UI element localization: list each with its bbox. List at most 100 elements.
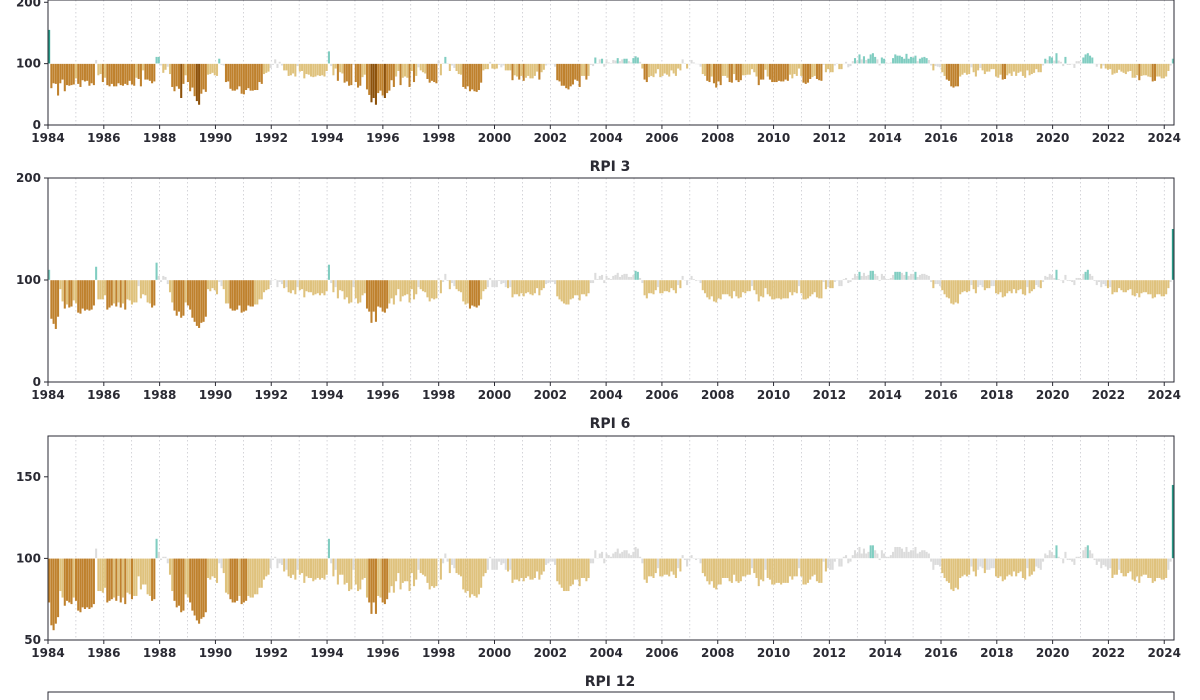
bar (688, 63, 691, 65)
bar (1071, 280, 1074, 283)
bar (135, 63, 138, 78)
bar (334, 558, 337, 570)
bar (932, 280, 935, 289)
bar (265, 63, 268, 73)
bar (659, 558, 662, 577)
bar (556, 558, 559, 582)
bar (1131, 63, 1134, 78)
x-tick-label: 2018 (980, 131, 1013, 145)
bar (703, 558, 707, 577)
bar (708, 63, 711, 83)
bar (421, 280, 424, 292)
bar (48, 29, 51, 64)
bar (802, 280, 805, 300)
bar (399, 63, 402, 86)
bar (894, 546, 897, 559)
bar (719, 63, 722, 86)
x-tick-label: 1996 (366, 646, 399, 660)
bar (312, 63, 315, 78)
bar (475, 280, 478, 308)
bar (314, 63, 317, 77)
bar (518, 63, 521, 80)
bar (137, 558, 140, 577)
bar (927, 553, 930, 559)
bar (502, 280, 505, 284)
bar (415, 280, 418, 295)
bar (477, 280, 480, 306)
bar (412, 558, 416, 587)
bar (126, 558, 129, 593)
bar (907, 275, 910, 280)
bar (227, 63, 230, 82)
bar (932, 558, 935, 570)
bar (175, 558, 178, 608)
bar (1104, 558, 1107, 567)
bar (730, 280, 733, 299)
bar (321, 558, 324, 578)
bar (968, 63, 971, 75)
bar (580, 280, 583, 295)
bar (912, 273, 915, 280)
bar (236, 558, 239, 601)
x-tick-label: 2004 (589, 131, 622, 145)
y-tick-label: 50 (24, 633, 41, 647)
bar (871, 53, 874, 64)
bar (1021, 280, 1024, 295)
bar (921, 57, 924, 64)
bar (1037, 558, 1040, 569)
bar (1033, 558, 1036, 572)
bar (343, 63, 346, 83)
bar (137, 63, 140, 79)
bar (348, 280, 351, 304)
bar (1071, 63, 1074, 65)
bar (401, 558, 404, 583)
bar (580, 63, 583, 76)
bar (641, 280, 644, 284)
bar (757, 558, 760, 587)
bar (202, 280, 205, 322)
bar (368, 558, 371, 603)
x-tick-label: 2024 (1148, 131, 1181, 145)
bar (193, 558, 196, 616)
bar (1053, 60, 1056, 64)
bar (68, 63, 71, 86)
bar (61, 280, 64, 302)
bar (614, 274, 617, 280)
bar (90, 280, 93, 310)
bar (83, 558, 86, 609)
bar (99, 280, 102, 300)
bar (524, 280, 527, 294)
bar (332, 280, 335, 293)
bar (446, 63, 449, 64)
bar (343, 280, 346, 300)
bar (245, 63, 248, 91)
bar (849, 63, 852, 67)
bar (1140, 63, 1143, 76)
bar (1050, 57, 1054, 64)
bar (1008, 558, 1011, 575)
bar (121, 280, 125, 304)
bar (607, 555, 610, 559)
bar (1124, 63, 1127, 75)
bar (1100, 558, 1103, 569)
bar (1089, 55, 1092, 64)
bar (759, 280, 763, 297)
bar (184, 558, 187, 595)
bar (254, 558, 257, 595)
bar (426, 63, 429, 79)
bar (406, 63, 409, 78)
bar (489, 61, 492, 64)
bar (352, 558, 355, 570)
bar (1082, 57, 1085, 64)
bar (397, 63, 400, 71)
bar (715, 63, 718, 88)
bar (57, 63, 60, 96)
bar (144, 558, 147, 585)
bar (412, 63, 416, 83)
bar (965, 63, 968, 75)
bar (556, 63, 559, 81)
bar (909, 273, 912, 280)
bar (556, 280, 559, 297)
bar (798, 280, 801, 287)
bar (113, 280, 116, 304)
